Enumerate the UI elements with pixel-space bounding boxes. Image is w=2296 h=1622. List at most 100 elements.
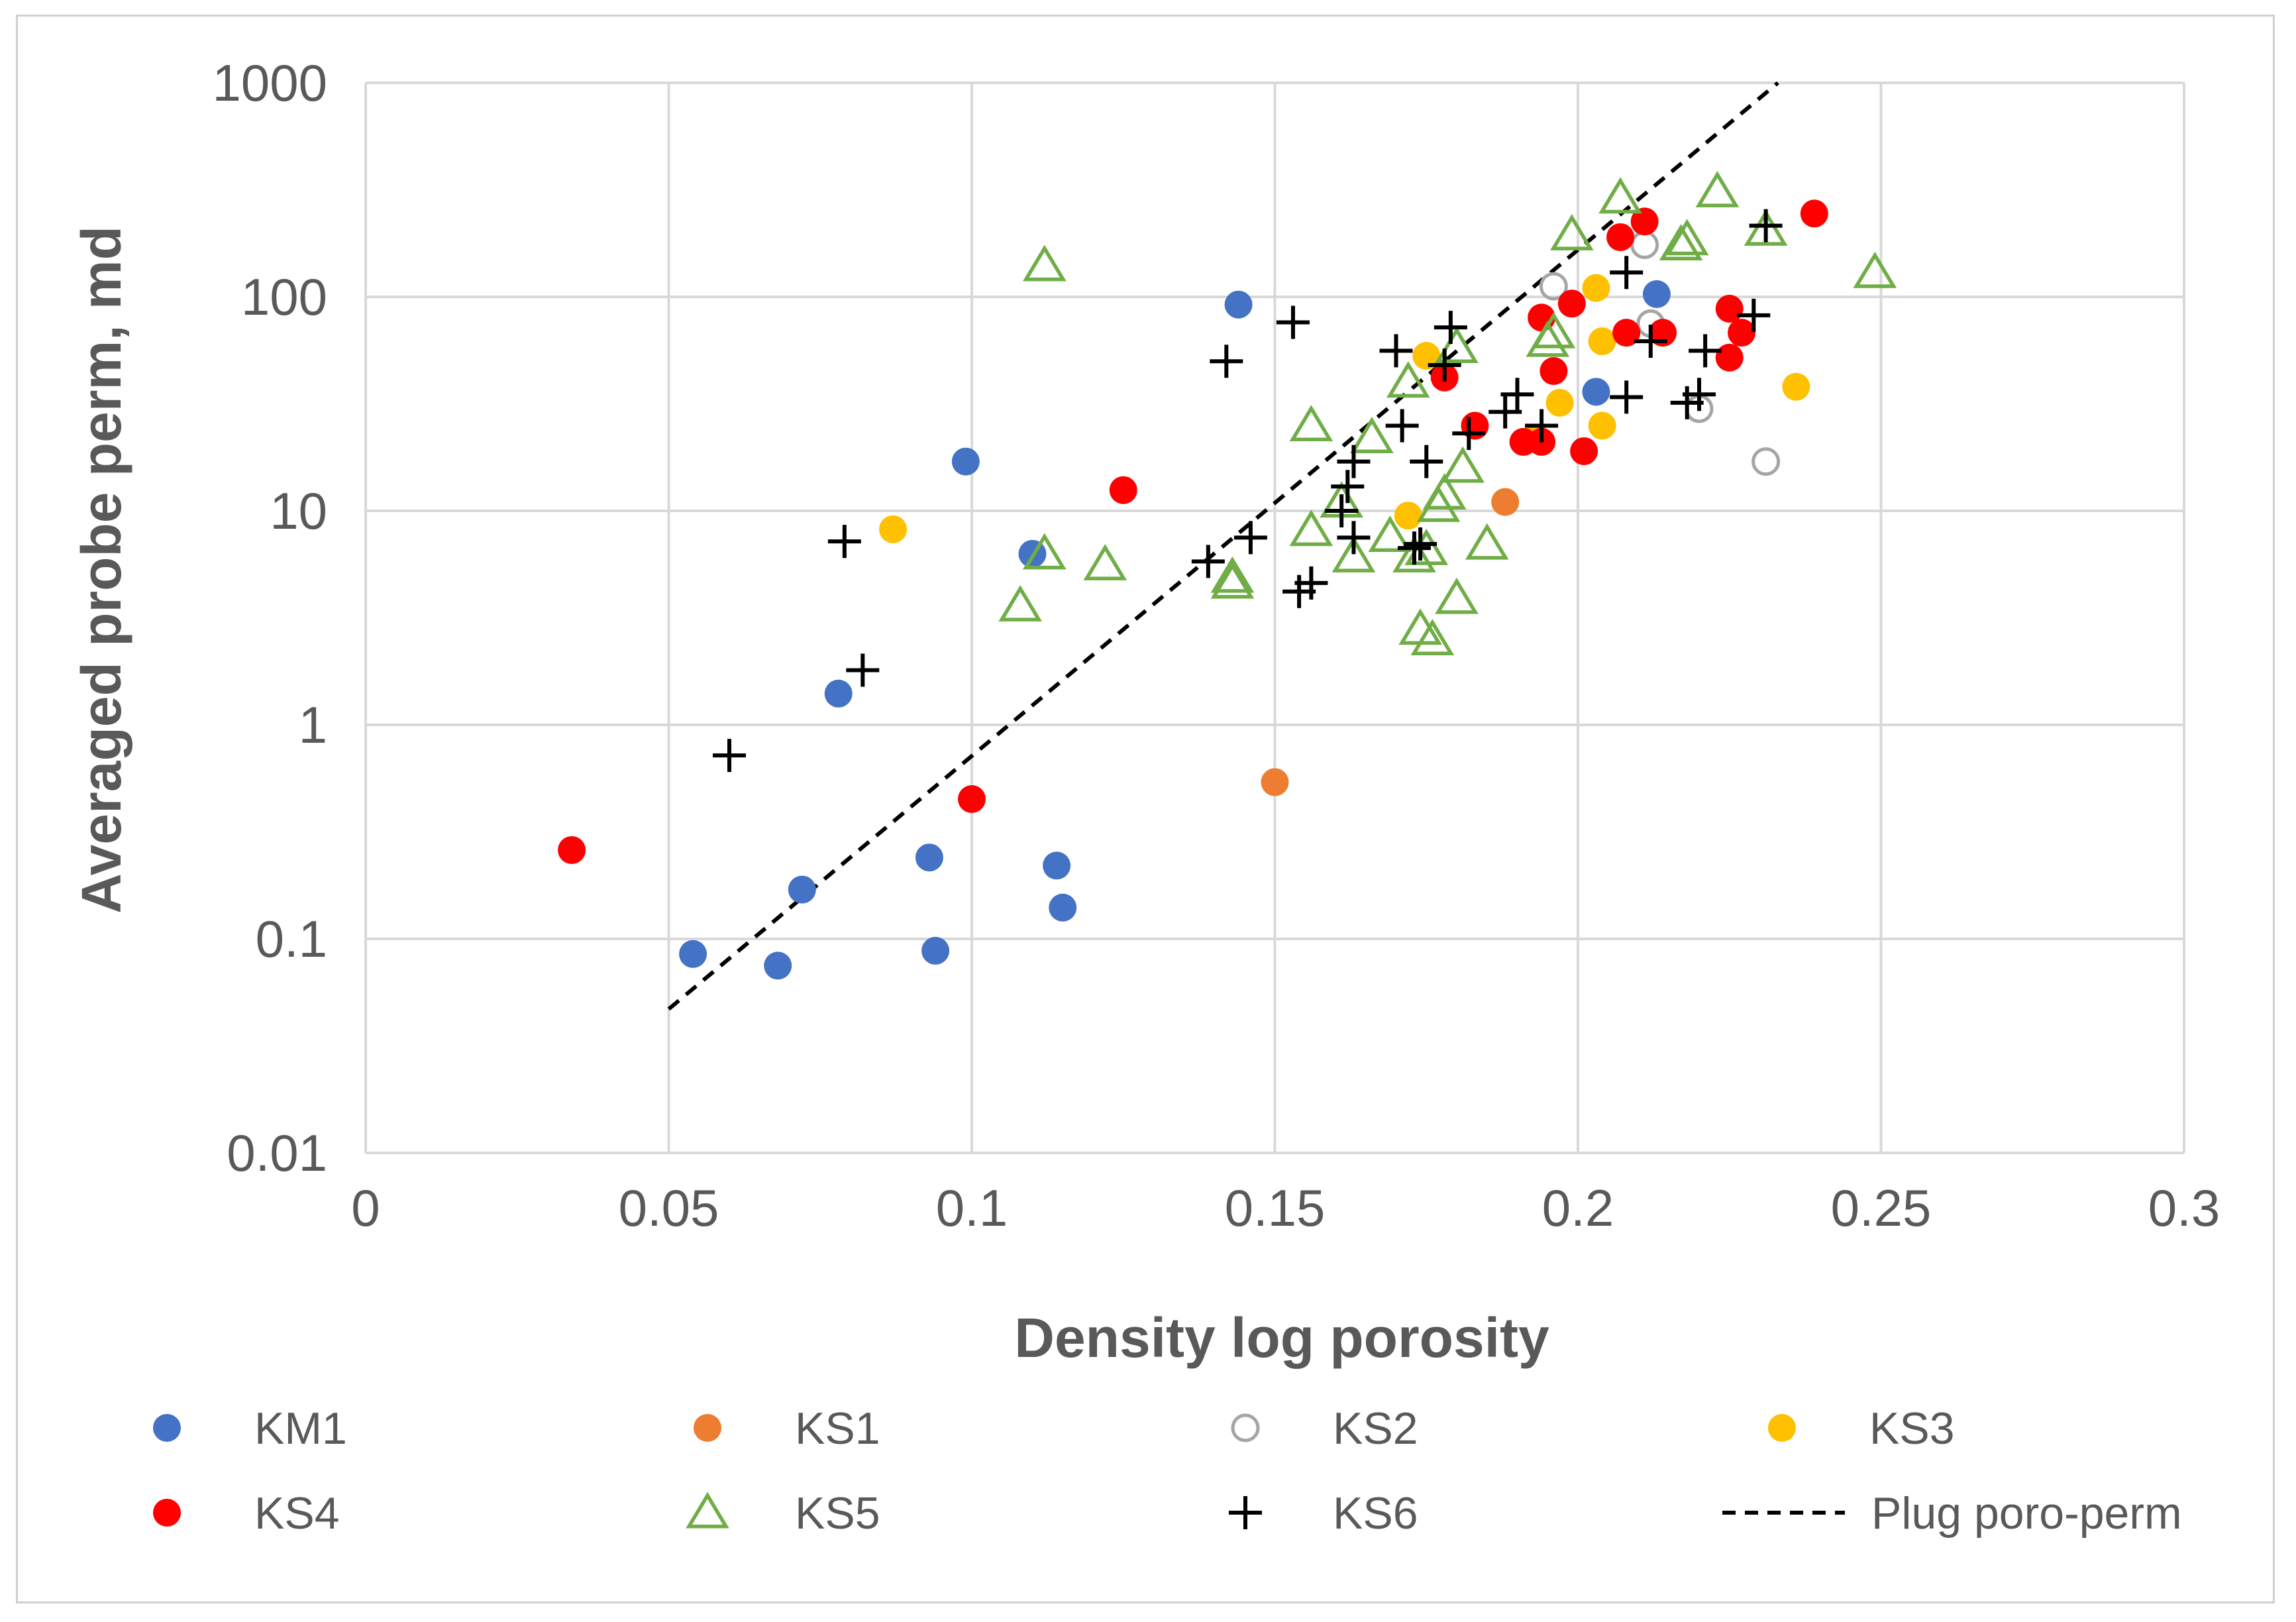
data-point-ks3 — [1588, 327, 1616, 356]
data-point-ks5 — [1368, 515, 1412, 553]
data-point-ks5 — [1210, 556, 1255, 593]
data-point-ks5 — [1210, 562, 1255, 599]
data-point-km1 — [1582, 378, 1610, 406]
y-tick-label: 0.01 — [227, 1124, 327, 1182]
legend-entry-ks5: KS5 — [686, 1488, 880, 1539]
data-point-ks5 — [1022, 533, 1067, 570]
data-point-ks2 — [1751, 447, 1781, 476]
data-point-ks5 — [1410, 619, 1455, 656]
data-point-ks6 — [1737, 298, 1771, 332]
data-point-ks4 — [558, 836, 586, 864]
data-point-ks5 — [1853, 251, 1897, 288]
data-point-ks3 — [1394, 502, 1422, 530]
data-point-ks6 — [1233, 521, 1267, 555]
x-tick-label: 0 — [351, 1179, 380, 1237]
legend-label: KS1 — [795, 1403, 880, 1454]
data-point-ks5 — [1435, 577, 1479, 614]
data-point-ks6 — [1337, 521, 1371, 555]
data-point-ks6 — [1337, 445, 1371, 478]
series-ks5 — [998, 170, 1897, 656]
data-point-ks6 — [1294, 566, 1328, 600]
tick-labels: 0 0.05 0.1 0.15 0.2 0.25 0.3 0.01 0.1 1 10 100 1000 — [212, 54, 2220, 1237]
data-point-ks6 — [1488, 395, 1522, 429]
legend-entry-km1: KM1 — [153, 1403, 347, 1454]
legend-entry-ks6: KS6 — [1229, 1488, 1418, 1539]
data-point-ks5 — [1695, 170, 1740, 207]
legend-label: KS2 — [1333, 1403, 1418, 1454]
legend-entry-ks4: KS4 — [153, 1488, 340, 1539]
legend-label: KS4 — [254, 1488, 340, 1539]
data-point-ks4 — [1612, 319, 1641, 347]
y-tick-label: 10 — [270, 482, 327, 540]
data-point-ks4 — [1109, 476, 1137, 504]
chart-frame — [16, 15, 2275, 1603]
plug-poro-perm-trendline — [667, 81, 1779, 1011]
y-tick-label: 1 — [299, 696, 327, 754]
legend-label: KS3 — [1869, 1403, 1955, 1454]
data-point-km1 — [824, 679, 853, 708]
data-point-ks6 — [1634, 325, 1667, 358]
data-point-km1 — [951, 447, 980, 476]
data-point-ks5 — [1435, 327, 1479, 363]
data-point-ks4 — [1557, 290, 1586, 318]
legend-label: KM1 — [254, 1403, 347, 1454]
legend-marker-icon — [1231, 1413, 1260, 1442]
data-point-ks6 — [1404, 527, 1437, 561]
data-point-km1 — [788, 875, 816, 904]
data-point-km1 — [915, 843, 943, 872]
series-ks6 — [713, 209, 1783, 773]
data-point-ks5 — [1350, 417, 1394, 453]
data-point-ks5 — [1386, 361, 1430, 398]
data-point-ks5 — [1083, 543, 1127, 580]
x-axis-title: Density log porosity — [1014, 1307, 1549, 1369]
data-point-ks3 — [1412, 342, 1441, 370]
data-point-ks6 — [1452, 417, 1486, 451]
data-point-ks5 — [1289, 510, 1333, 547]
data-point-ks1 — [1491, 488, 1520, 516]
series-ks4 — [558, 199, 1828, 864]
legend-entry-ks1: KS1 — [694, 1403, 880, 1454]
data-point-ks5 — [1598, 177, 1642, 214]
data-point-ks6 — [1331, 470, 1365, 504]
x-tick-label: 0.25 — [1831, 1179, 1932, 1237]
data-point-ks4 — [1728, 319, 1756, 347]
data-point-ks4 — [1715, 294, 1744, 323]
data-point-ks6 — [1210, 345, 1243, 378]
data-point-ks4 — [1606, 223, 1635, 251]
x-tick-label: 0.3 — [2148, 1179, 2220, 1237]
legend-label: KS5 — [795, 1488, 880, 1539]
data-point-ks6 — [1397, 531, 1431, 565]
data-point-ks6 — [1410, 445, 1443, 478]
data-point-ks6 — [1428, 348, 1461, 382]
data-point-ks6 — [1434, 311, 1467, 345]
data-point-km1 — [1043, 851, 1071, 880]
data-point-ks6 — [827, 525, 861, 559]
data-point-ks5 — [1659, 224, 1703, 261]
legend-entry-ks3: KS3 — [1768, 1403, 1955, 1454]
legend-marker-icon — [1768, 1414, 1796, 1442]
data-point-ks3 — [1582, 274, 1610, 302]
data-point-ks5 — [1744, 209, 1788, 246]
legend-label: KS6 — [1333, 1488, 1418, 1539]
data-point-ks4 — [1800, 199, 1828, 228]
data-point-ks6 — [713, 739, 746, 773]
series-ks3 — [879, 274, 1810, 543]
data-point-km1 — [679, 940, 707, 968]
data-point-km1 — [1224, 290, 1253, 319]
legend-entry-plug-poro-perm: Plug poro-perm — [1722, 1488, 2182, 1539]
data-point-ks3 — [1588, 411, 1616, 440]
data-point-km1 — [1049, 893, 1077, 922]
data-point-ks5 — [1422, 473, 1467, 510]
data-point-ks5 — [1550, 213, 1594, 250]
data-point-ks6 — [1749, 209, 1783, 243]
y-axis-title: Averaged probe perm, md — [70, 226, 132, 914]
legend-entry-ks2: KS2 — [1231, 1403, 1418, 1454]
data-point-km1 — [1642, 280, 1671, 308]
data-point-ks6 — [1525, 409, 1559, 443]
legend-marker-icon — [694, 1414, 721, 1442]
data-point-ks5 — [998, 584, 1043, 622]
data-point-ks3 — [1782, 372, 1810, 401]
data-point-ks2 — [1539, 272, 1568, 301]
data-point-ks5 — [1022, 244, 1067, 282]
